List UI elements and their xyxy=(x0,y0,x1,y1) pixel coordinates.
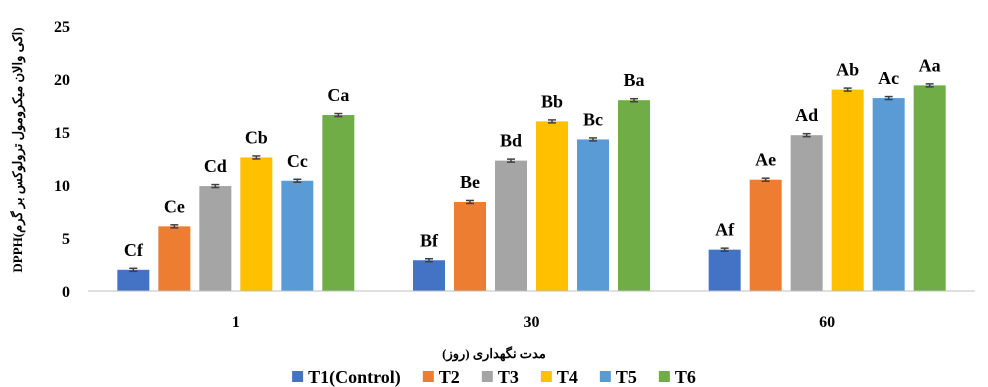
bar xyxy=(913,85,946,291)
y-tick-label: 10 xyxy=(54,178,70,195)
data-label: Ac xyxy=(878,68,899,88)
data-label: Ce xyxy=(164,196,185,216)
bar xyxy=(495,160,527,291)
legend-label: T1(Control) xyxy=(308,367,401,387)
bar xyxy=(872,98,905,291)
legend-swatch xyxy=(540,371,552,382)
bar xyxy=(749,179,782,291)
legend-label: T2 xyxy=(439,367,460,387)
data-label: Bc xyxy=(583,109,603,129)
y-tick-label: 20 xyxy=(54,72,70,89)
y-tick-label: 25 xyxy=(54,19,70,36)
legend-swatch xyxy=(658,371,670,382)
legend-label: T4 xyxy=(557,367,578,387)
y-tick-label: 5 xyxy=(62,231,70,248)
legend-swatch xyxy=(599,371,611,382)
bar xyxy=(790,135,823,291)
bar xyxy=(281,180,314,291)
bar xyxy=(831,89,864,291)
bar xyxy=(413,260,445,291)
data-label: Cf xyxy=(124,240,144,260)
data-label: Bf xyxy=(420,230,439,250)
data-label: Ba xyxy=(623,70,644,90)
data-label: Ad xyxy=(795,105,818,125)
bars-layer: Cf Ce Cd Cb Cc Ca Bf Be Bd Bb Bc Ba Af Ae Ad Ab Ac Aa xyxy=(117,55,946,292)
legend-swatch xyxy=(292,371,304,382)
data-label: Ae xyxy=(755,150,776,170)
legend-label: T6 xyxy=(675,367,696,387)
bar xyxy=(577,139,609,291)
x-tick-label: 60 xyxy=(819,314,835,331)
axis-layer: 0 5 10 15 20 25 1 30 60 xyxy=(54,19,975,331)
data-label: Bd xyxy=(500,131,522,151)
data-label: Af xyxy=(715,220,735,240)
legend: T1(Control) T2 T3 T4 T5 T6 xyxy=(292,367,696,387)
x-tick-label: 30 xyxy=(524,314,540,331)
bar xyxy=(454,201,486,291)
data-label: Cb xyxy=(245,127,268,147)
y-tick-label: 15 xyxy=(54,125,70,142)
y-axis-title: DPPH(اکی والان میکرومول ترولوکس بر گرم) xyxy=(9,27,26,272)
bar xyxy=(708,249,741,291)
legend-label: T5 xyxy=(616,367,637,387)
bar xyxy=(117,269,150,291)
data-label: Cd xyxy=(204,156,227,176)
data-label: Cc xyxy=(287,151,308,171)
legend-label: T3 xyxy=(498,367,519,387)
data-label: Aa xyxy=(919,55,941,75)
bar xyxy=(618,100,650,291)
x-axis-title: مدت نگهداری (روز) xyxy=(442,345,546,362)
bar xyxy=(240,157,273,291)
y-tick-label: 0 xyxy=(62,284,70,301)
data-label: Be xyxy=(460,172,480,192)
bar xyxy=(322,115,355,291)
data-label: Ca xyxy=(327,85,349,105)
bar xyxy=(536,121,568,292)
x-tick-label: 1 xyxy=(232,314,240,331)
data-label: Ab xyxy=(836,60,859,80)
bar xyxy=(158,226,191,291)
bar xyxy=(199,186,232,291)
legend-swatch xyxy=(481,371,493,382)
legend-swatch xyxy=(422,371,434,382)
data-label: Bb xyxy=(541,91,563,111)
